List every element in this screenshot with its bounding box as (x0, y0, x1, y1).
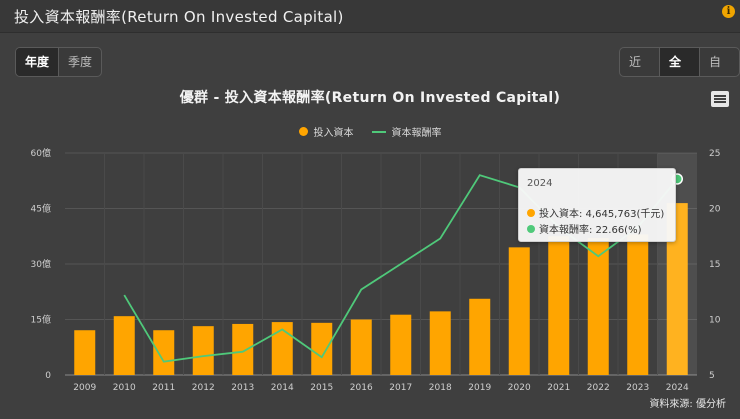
x-tick-label: 2013 (231, 383, 254, 393)
bar-invested-capital (666, 203, 688, 375)
info-icon[interactable]: i (722, 5, 735, 18)
x-tick-label: 2023 (626, 383, 649, 393)
tooltip-row-roic: 資本報酬率: 22.66(%) (527, 221, 641, 236)
x-tick-label: 2011 (152, 383, 175, 393)
bar-invested-capital (508, 247, 530, 375)
x-tick-label: 2018 (429, 383, 452, 393)
bar-invested-capital (350, 319, 372, 375)
bar-invested-capital (74, 330, 96, 375)
tooltip-row-capital: 投入資本: 4,645,763(千元) (527, 205, 664, 220)
bar-invested-capital (469, 298, 491, 375)
tab-yearly[interactable]: 年度 (16, 48, 60, 76)
x-tick-label: 2010 (113, 383, 136, 393)
tooltip-marker (527, 208, 535, 217)
x-tick-label: 2021 (547, 383, 570, 393)
tooltip-title: 2024 (527, 178, 553, 189)
y-right-tick-label: 25 (709, 149, 720, 159)
bar-invested-capital (627, 234, 649, 375)
x-tick-label: 2016 (350, 383, 373, 393)
period-toggle: 年度 季度 (15, 47, 103, 77)
bar-invested-capital (429, 311, 451, 375)
y-left-tick-label: 0 (45, 371, 51, 381)
bar-invested-capital (390, 314, 412, 375)
y-left-tick-label: 30億 (31, 258, 51, 270)
tab-custom[interactable]: 自訂 (709, 55, 722, 69)
x-tick-label: 2020 (508, 383, 531, 393)
hamburger-menu-icon[interactable] (711, 91, 729, 107)
y-right-tick-label: 5 (709, 371, 715, 381)
legend-label: 資本報酬率 (391, 128, 442, 139)
tab-all[interactable]: 全部 (660, 48, 700, 76)
x-tick-label: 2024 (666, 383, 689, 393)
bar-invested-capital (311, 322, 333, 375)
tooltip-capital-value: 投入資本: 4,645,763(千元) (539, 209, 665, 220)
x-tick-label: 2012 (192, 383, 215, 393)
y-left-tick-label: 45億 (31, 203, 51, 215)
x-tick-label: 2015 (310, 383, 333, 393)
chart-title: 優群 - 投入資本報酬率(Return On Invested Capital) (179, 90, 561, 106)
data-source: 資料來源: 優分析 (649, 399, 726, 410)
range-toggle: 近期 全部 自訂 (619, 47, 740, 77)
x-tick-label: 2022 (587, 383, 610, 393)
tooltip-roic-value: 資本報酬率: 22.66(%) (539, 225, 642, 236)
page-title: 投入資本報酬率(Return On Invested Capital) (14, 8, 344, 26)
bar-invested-capital (153, 330, 175, 375)
y-left-tick-label: 60億 (31, 147, 51, 159)
bar-invested-capital (587, 238, 609, 375)
chart-legend: 投入資本 資本報酬率 (0, 124, 740, 139)
legend-item-invested-capital[interactable]: 投入資本 (298, 124, 354, 139)
top-bar: 投入資本報酬率(Return On Invested Capital) i (0, 0, 740, 33)
x-tick-label: 2009 (73, 383, 96, 393)
tab-recent[interactable]: 近期 (620, 48, 660, 76)
tooltip-marker (527, 224, 535, 233)
x-tick-label: 2019 (468, 383, 491, 393)
legend-label: 投入資本 (313, 128, 354, 139)
y-right-tick-label: 20 (709, 205, 721, 215)
bar-invested-capital (271, 322, 293, 375)
bar-invested-capital (113, 316, 135, 375)
chart-tooltip: 2024 投入資本: 4,645,763(千元) 資本報酬率: 22.66(%) (518, 168, 676, 242)
legend-marker-line (371, 130, 386, 133)
x-tick-label: 2017 (389, 383, 412, 393)
bar-invested-capital (548, 236, 570, 375)
x-tick-label: 2014 (271, 383, 294, 393)
bar-invested-capital (232, 323, 254, 375)
tab-quarterly[interactable]: 季度 (68, 55, 93, 69)
line-roic (123, 174, 678, 363)
bar-invested-capital (192, 326, 214, 375)
y-left-tick-label: 15億 (31, 314, 51, 326)
legend-item-roic[interactable]: 資本報酬率 (371, 124, 442, 139)
y-right-tick-label: 15 (709, 260, 720, 270)
y-right-tick-label: 10 (709, 316, 721, 326)
legend-marker-circle (298, 127, 308, 136)
